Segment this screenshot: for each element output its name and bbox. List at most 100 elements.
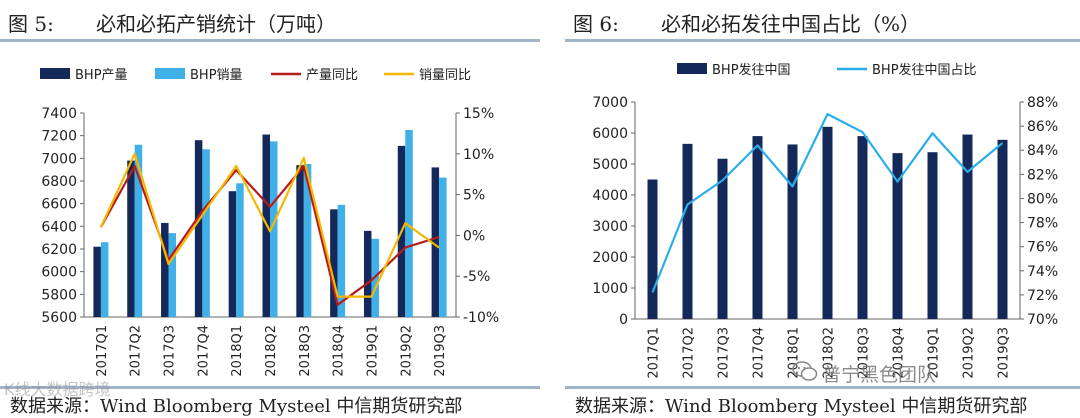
x-tick-label: 2018Q4 [332,325,347,377]
x-tick-label: 2018Q3 [298,325,313,377]
bar-BHP销量 [168,233,177,317]
figure-6-chart: 0 1000 2000 3000 4000 5000 6000 7000 70% 72% 74% 76… [592,62,1058,379]
right-tick-label: 76% [1027,240,1058,256]
legend-label-BHP销量: BHP销量 [190,68,243,83]
left-tick-label: 5600 [41,310,77,326]
bar-BHP产量 [363,230,372,317]
left-tick-label: 6000 [592,126,628,142]
bar-BHP销量 [134,144,143,317]
right-tick-label: 86% [1027,119,1058,135]
left-tick-label: 7000 [592,95,628,111]
x-tick-label: 2017Q3 [717,327,732,379]
figure-5-top-rule [0,39,540,42]
left-tick-label: 7400 [41,106,77,122]
right-tick-label: 5% [463,188,485,204]
x-tick-label: 2018Q2 [822,327,837,379]
right-tick-label: 82% [1027,167,1058,183]
bar-BHP产量 [296,165,304,317]
x-tick-label: 2017Q2 [129,325,144,377]
legend-swatch-BHP销量 [155,68,185,79]
left-tick-label: 7200 [41,129,77,145]
wechat-icon [792,361,818,381]
x-tick-label: 2017Q2 [682,327,697,379]
right-tick-label: 10% [463,147,494,163]
x-tick-label: 2017Q3 [163,325,178,377]
bar-BHP销量 [405,130,413,317]
bar-BHP产量 [194,140,203,317]
left-tick-label: 6200 [41,242,77,258]
bar-BHP产量 [127,160,135,317]
legend-swatch-BHP发往中国 [677,63,707,74]
left-tick-label: 3000 [592,219,628,235]
x-tick-label: 2018Q3 [857,327,872,379]
figure-5-source: 数据来源：Wind Bloomberg Mysteel 中信期货研究部 [10,396,463,417]
x-tick-label: 2017Q1 [95,325,110,377]
right-tick-label: 78% [1027,216,1058,232]
bar-BHP发往中国 [717,158,728,319]
x-tick-label: 2019Q1 [365,325,380,377]
bar-BHP销量 [303,164,312,317]
left-tick-label: 0 [619,312,628,328]
x-tick-label: 2017Q4 [196,325,211,377]
figure-6-source: 数据来源：Wind Bloomberg Mysteel 中信期货研究部 [575,396,1028,417]
x-tick-label: 2017Q1 [647,327,662,379]
legend-label-BHP产量: BHP产量 [75,68,128,83]
left-tick-label: 4000 [592,188,628,204]
bar-BHP发往中国 [857,136,868,319]
bar-BHP发往中国 [647,179,658,319]
x-tick-label: 2018Q4 [892,327,907,379]
bar-BHP销量 [202,149,210,317]
line-销量同比 [99,152,440,298]
line-BHP发往中国占比 [651,112,1004,293]
x-tick-label: 2017Q4 [752,327,767,379]
figure-6-top-rule [565,39,1080,42]
corner-watermark: K线大数据跨境 [4,380,111,399]
bar-BHP产量 [431,167,440,317]
left-tick-label: 1000 [592,281,628,297]
figure-6-label: 图 6: [573,12,619,36]
x-tick-label: 2018Q2 [264,325,279,377]
figure-5-chart: 5600 5800 6000 6200 6400 6600 6800 7000 7200 7400… [40,68,499,377]
right-tick-label: 72% [1027,288,1058,304]
figure-5-title: 图 5: 必和必拓产销统计（万吨） [8,8,336,37]
bar-BHP发往中国 [822,126,833,319]
bar-BHP销量 [236,183,244,317]
bar-BHP销量 [337,204,346,317]
figure-6-title: 图 6: 必和必拓发往中国占比（%） [573,8,920,37]
x-tick-label: 2019Q3 [433,325,448,377]
x-tick-label: 2019Q1 [927,327,942,379]
bar-BHP产量 [93,246,101,317]
bar-BHP发往中国 [997,139,1008,319]
bar-BHP发往中国 [787,144,798,319]
bar-BHP销量 [439,177,447,317]
left-tick-label: 6000 [41,265,77,281]
bar-BHP发往中国 [682,143,693,319]
left-tick-label: 5000 [592,157,628,173]
x-tick-label: 2018Q1 [230,325,245,377]
bar-BHP产量 [330,209,338,317]
figure-5-panel: 图 5: 必和必拓产销统计（万吨） 5600 5800 6000 6200 6400 660… [0,8,540,417]
bar-BHP销量 [100,242,109,317]
figure-5-title-text: 必和必拓产销统计（万吨） [96,12,336,36]
figure-6-bottom-rule [565,386,1080,389]
x-tick-label: 2019Q2 [962,327,977,379]
left-tick-label: 6400 [41,219,77,235]
bar-BHP产量 [161,222,169,317]
left-tick-label: 6800 [41,174,77,190]
legend-label-产量同比: 产量同比 [306,68,358,83]
figure-5-label: 图 5: [8,12,54,36]
right-tick-label: 88% [1027,95,1058,111]
right-tick-label: 74% [1027,264,1058,280]
bar-BHP发往中国 [892,153,903,319]
bar-BHP发往中国 [962,134,973,319]
figure-6-title-text: 必和必拓发往中国占比（%） [661,12,921,36]
figure-5-bottom-rule [0,386,540,389]
legend-swatch-BHP产量 [40,68,70,79]
figure-6-panel: 图 6: 必和必拓发往中国占比（%） 0 1000 2000 3000 4000 5000 6… [565,0,1080,418]
legend-label-销量同比: 销量同比 [419,68,471,83]
right-tick-label: 80% [1027,191,1058,207]
legend-label-BHP发往中国: BHP发往中国 [712,62,791,78]
x-tick-label: 2019Q3 [997,327,1012,379]
left-tick-label: 5800 [41,287,77,303]
right-tick-label: 84% [1027,143,1058,159]
